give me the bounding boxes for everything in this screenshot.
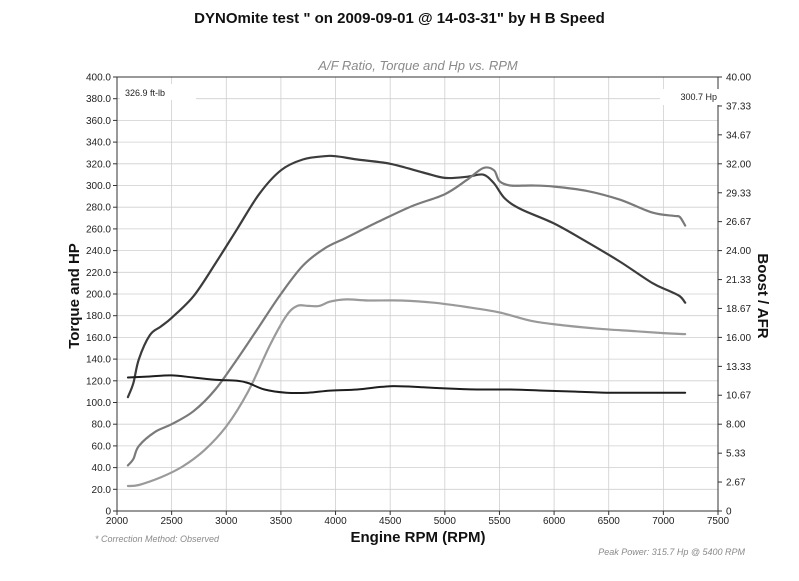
y-tick-label-left: 380.0	[86, 94, 111, 105]
y-tick-label-left: 220.0	[86, 268, 111, 279]
peak-power-note: Peak Power: 315.7 Hp @ 5400 RPM	[598, 547, 745, 557]
x-tick-label: 7000	[652, 516, 675, 527]
x-tick-label: 2500	[161, 516, 184, 527]
y-tick-label-right: 10.67	[726, 391, 751, 402]
y-tick-label-right: 24.00	[726, 246, 751, 257]
series-line-torque	[126, 154, 687, 399]
y-tick-label-right: 32.00	[726, 159, 751, 170]
x-tick-label: 4500	[379, 516, 402, 527]
x-tick-label: 5000	[434, 516, 457, 527]
y-tick-label-right: 26.67	[726, 217, 751, 228]
y-tick-label-right: 18.67	[726, 304, 751, 315]
peak-power-label: 300.7 Hp	[680, 92, 717, 102]
y-tick-label-right: 40.00	[726, 73, 751, 84]
y-tick-label-right: 29.33	[726, 188, 751, 199]
y-tick-label-left: 360.0	[86, 116, 111, 127]
y-tick-label-left: 260.0	[86, 224, 111, 235]
y-tick-label-left: 140.0	[86, 355, 111, 366]
chart-subtitle: A/F Ratio, Torque and Hp vs. RPM	[317, 58, 518, 73]
series-line-a-f-ratio	[126, 298, 687, 488]
y-tick-label-left: 400.0	[86, 73, 111, 84]
y-tick-label-left: 280.0	[86, 203, 111, 214]
y-tick-label-left: 60.0	[92, 441, 112, 452]
x-tick-label: 3000	[215, 516, 238, 527]
x-tick-label: 6000	[543, 516, 566, 527]
y-axis-left-title: Torque and HP	[66, 243, 83, 349]
x-tick-label: 6500	[598, 516, 621, 527]
y-tick-label-left: 40.0	[92, 463, 112, 474]
page-title: DYNOmite test " on 2009-09-01 @ 14-03-31…	[194, 10, 605, 27]
y-tick-label-left: 80.0	[92, 420, 112, 431]
y-tick-label-right: 0	[726, 507, 732, 518]
x-tick-label: 5500	[488, 516, 511, 527]
y-tick-label-right: 13.33	[726, 362, 751, 373]
y-tick-label-left: 20.0	[92, 485, 112, 496]
y-tick-label-left: 320.0	[86, 159, 111, 170]
correction-note: * Correction Method: Observed	[95, 534, 220, 544]
grid	[116, 76, 719, 512]
y-tick-label-left: 120.0	[86, 376, 111, 387]
y-tick-label-right: 21.33	[726, 275, 751, 286]
series-group	[126, 154, 687, 488]
x-tick-label: 3500	[270, 516, 293, 527]
y-tick-label-right: 16.00	[726, 333, 751, 344]
y-axis-right-title: Boost / AFR	[754, 253, 771, 338]
y-axis-right-ticks: 0 2.67 5.33 8.00 10.67 13.33 16.00 18.67 21.33 24…	[718, 73, 751, 518]
x-axis-ticks: 2000 2500 3000 3500 4000 4500 5000 5500 6000 6500…	[106, 511, 730, 527]
y-tick-label-left: 240.0	[86, 246, 111, 257]
series-line-boost	[126, 374, 687, 395]
x-tick-label: 4000	[324, 516, 347, 527]
x-tick-label: 2000	[106, 516, 129, 527]
y-tick-label-left: 340.0	[86, 138, 111, 149]
x-tick-label: 7500	[707, 516, 730, 527]
x-axis-title: Engine RPM (RPM)	[351, 529, 486, 546]
y-tick-label-right: 8.00	[726, 420, 746, 431]
y-tick-label-left: 100.0	[86, 398, 111, 409]
peak-power-box	[660, 89, 722, 105]
y-tick-label-right: 5.33	[726, 449, 746, 460]
y-tick-label-left: 0	[105, 507, 111, 518]
y-axis-left-ticks: 0 20.0 40.0 60.0 80.0 100.0 120.0 140.0 160.0 180…	[86, 73, 117, 518]
y-tick-label-right: 2.67	[726, 478, 746, 489]
series-line-power	[126, 166, 687, 467]
y-tick-label-left: 200.0	[86, 290, 111, 301]
y-tick-label-left: 180.0	[86, 311, 111, 322]
y-tick-label-left: 160.0	[86, 333, 111, 344]
peak-torque-box	[120, 84, 196, 100]
y-tick-label-right: 34.67	[726, 130, 751, 141]
y-tick-label-right: 37.33	[726, 101, 751, 112]
peak-torque-label: 326.9 ft-lb	[125, 88, 165, 98]
y-tick-label-left: 300.0	[86, 181, 111, 192]
